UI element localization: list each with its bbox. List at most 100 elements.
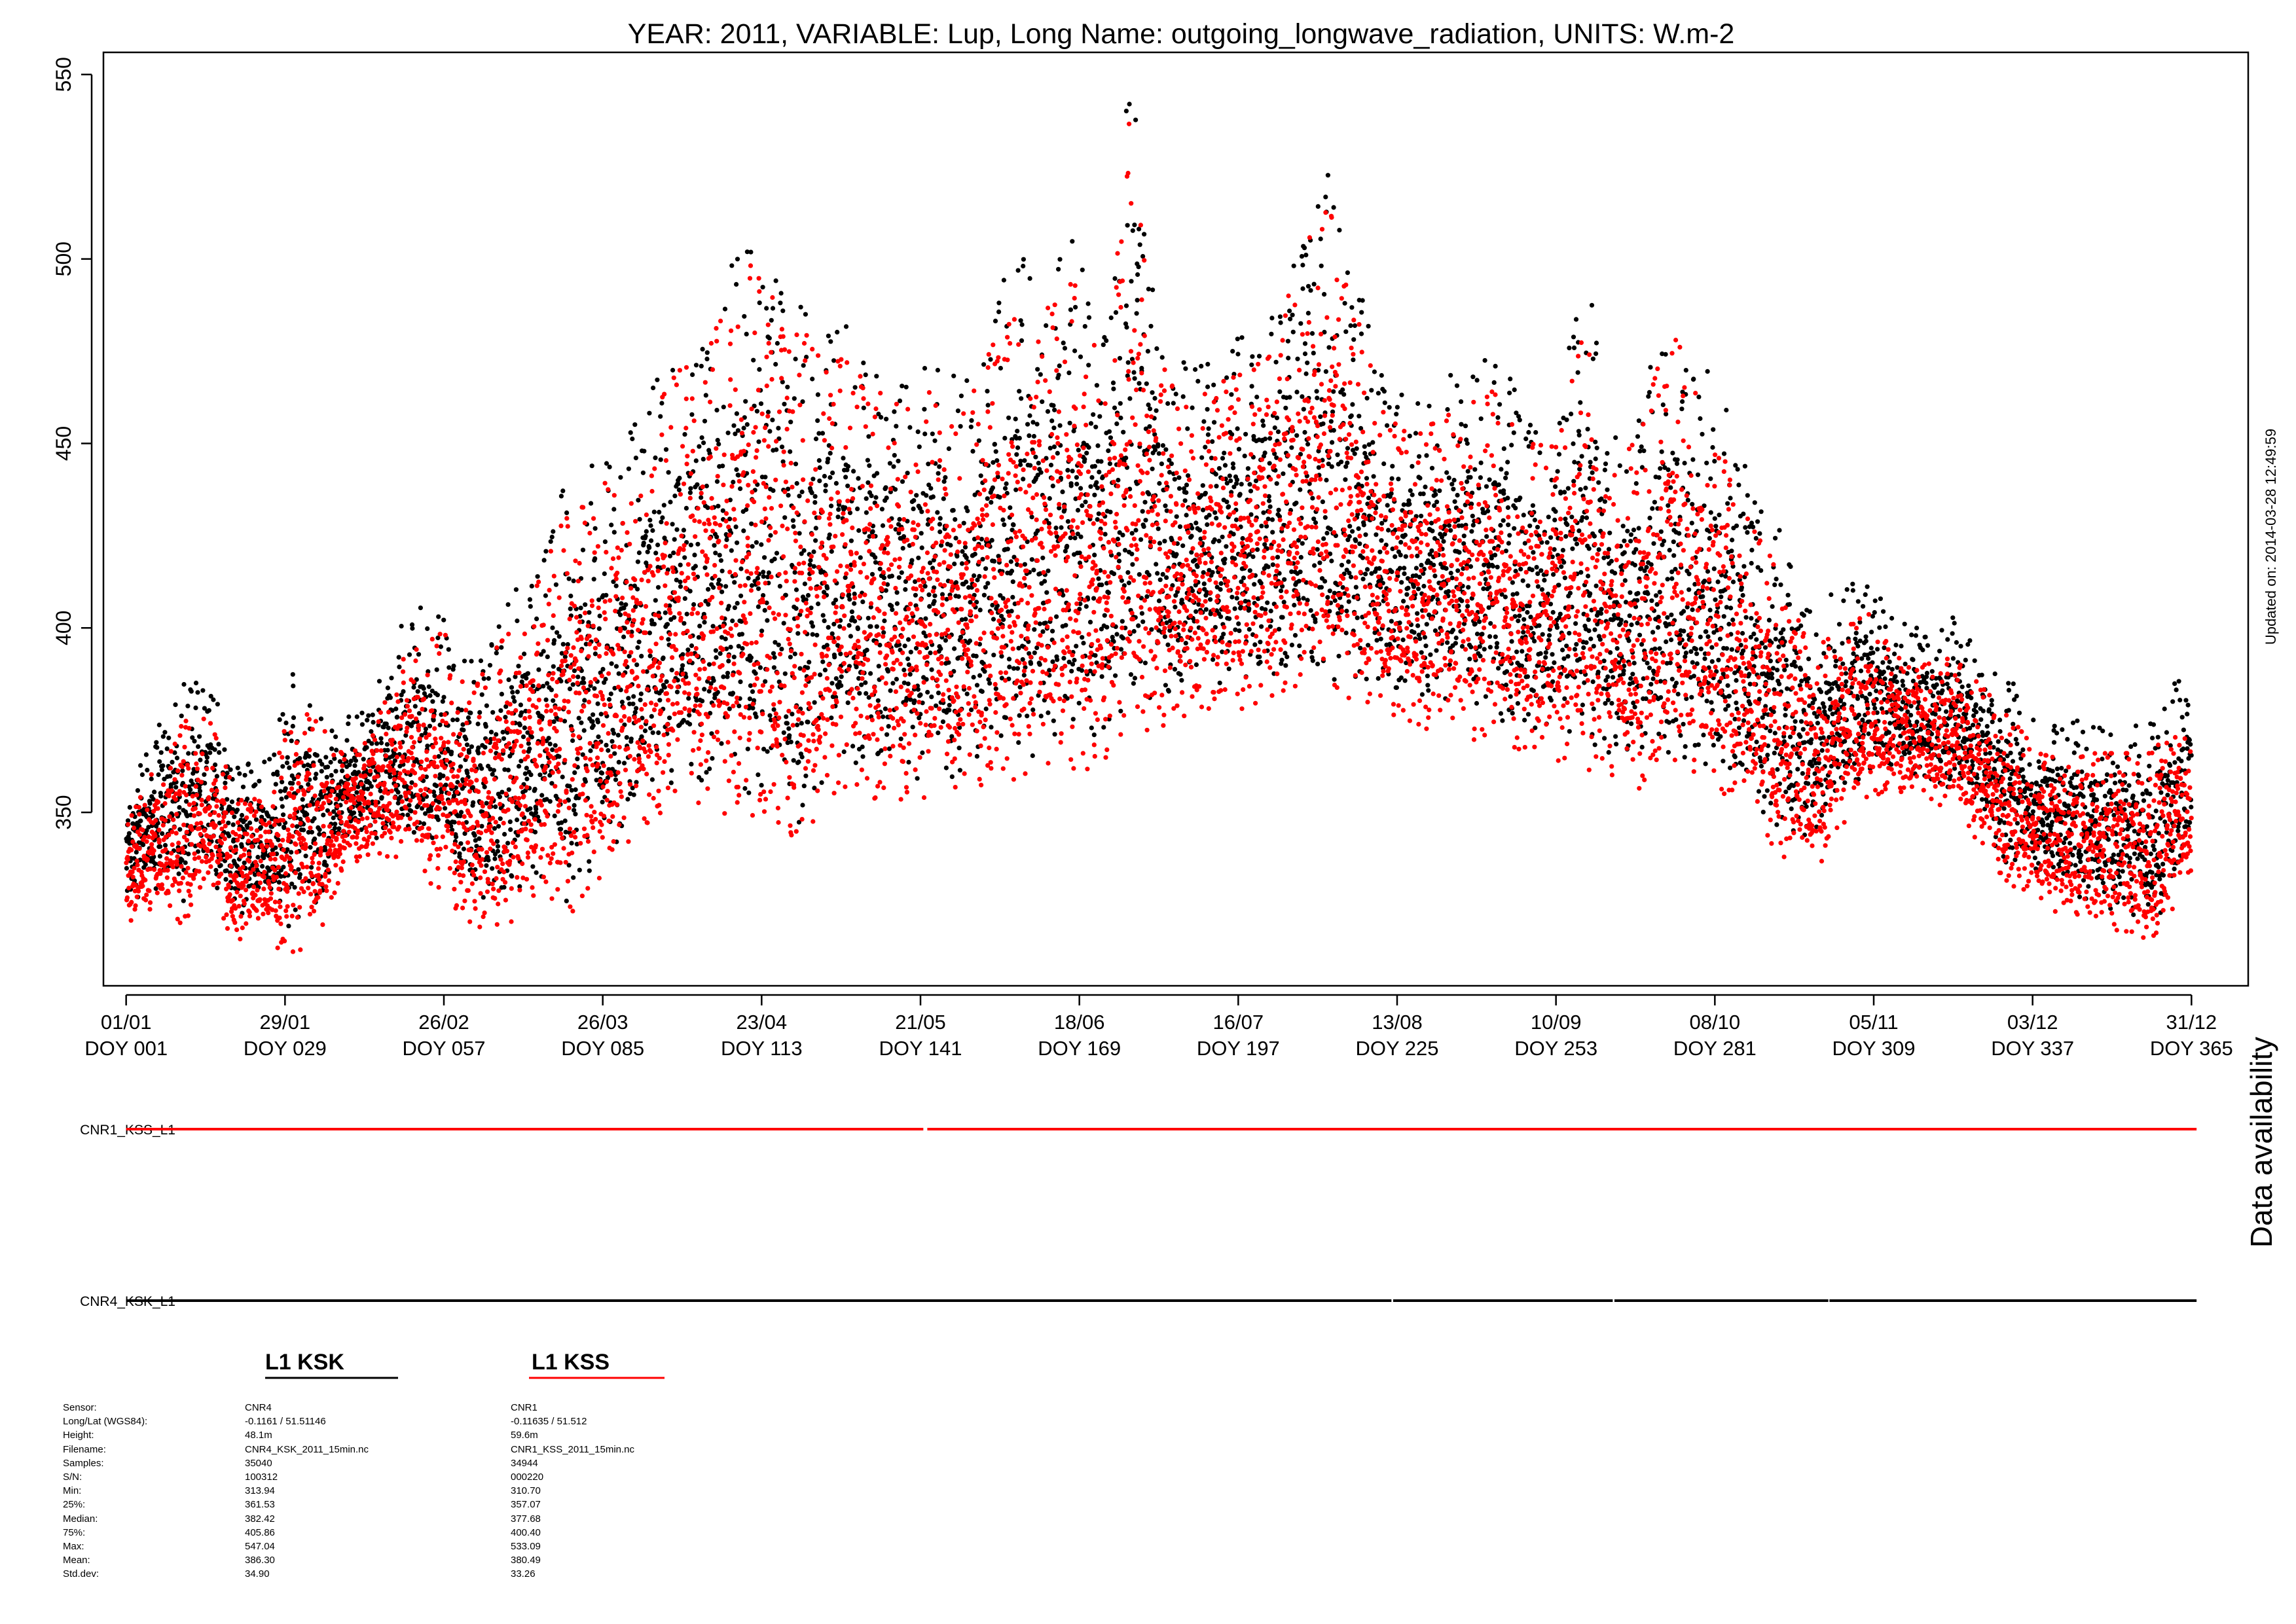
data-point — [1552, 517, 1558, 523]
data-point — [1584, 515, 1590, 520]
data-point — [1096, 576, 1101, 581]
data-point — [583, 641, 589, 647]
data-point — [484, 703, 490, 708]
data-point — [665, 622, 670, 627]
data-point — [772, 556, 777, 562]
data-point — [1376, 676, 1381, 681]
data-point — [1361, 522, 1366, 528]
data-point — [1154, 562, 1159, 567]
data-point — [922, 406, 927, 412]
data-point — [1389, 476, 1394, 481]
data-point — [1386, 528, 1391, 533]
data-point — [139, 772, 145, 778]
data-point — [873, 560, 879, 565]
data-point — [1283, 663, 1288, 668]
data-point — [301, 827, 306, 833]
data-point — [1065, 519, 1070, 524]
data-point — [1300, 262, 1305, 268]
data-point — [671, 550, 676, 556]
data-point — [516, 664, 521, 669]
data-point — [1385, 423, 1390, 428]
data-point — [217, 750, 222, 755]
data-point — [1455, 492, 1460, 498]
data-point — [1421, 491, 1426, 497]
data-point — [951, 508, 956, 513]
data-point — [1398, 675, 1404, 680]
data-point — [678, 579, 683, 585]
data-point — [1155, 571, 1160, 576]
data-point — [1419, 513, 1424, 518]
data-point — [1428, 652, 1433, 657]
data-point — [1166, 689, 1171, 694]
data-point — [902, 667, 907, 673]
data-point — [306, 782, 311, 787]
data-point — [438, 644, 444, 649]
data-point — [1249, 362, 1254, 367]
data-point — [384, 721, 389, 727]
data-point — [280, 780, 285, 785]
data-point — [793, 587, 799, 592]
data-point — [907, 425, 913, 430]
data-point — [166, 735, 172, 740]
data-point — [683, 505, 689, 511]
data-point — [158, 793, 164, 799]
data-point — [1571, 345, 1577, 351]
data-point — [875, 698, 881, 703]
data-point — [607, 464, 612, 470]
data-point — [1276, 507, 1281, 513]
data-point — [291, 776, 297, 782]
data-point — [176, 871, 181, 876]
data-point — [197, 788, 203, 793]
data-point — [974, 753, 979, 759]
data-point — [1220, 534, 1225, 539]
data-point — [192, 738, 197, 744]
data-point — [826, 456, 831, 461]
data-point — [676, 481, 681, 486]
data-point — [1450, 627, 1455, 633]
data-point — [1590, 356, 1595, 361]
data-point — [1322, 292, 1327, 297]
data-point — [600, 666, 606, 672]
data-point — [518, 702, 524, 708]
data-point — [1454, 383, 1460, 388]
data-point — [1327, 588, 1332, 594]
data-point — [1510, 580, 1515, 585]
data-point — [1495, 564, 1500, 569]
data-point — [509, 685, 515, 690]
data-point — [147, 801, 153, 806]
data-point — [1277, 626, 1282, 632]
data-point — [1070, 717, 1076, 722]
data-point — [1094, 383, 1099, 388]
data-point — [361, 757, 366, 762]
data-point — [1539, 587, 1544, 592]
data-point — [812, 500, 818, 505]
data-point — [572, 803, 577, 808]
data-point — [1364, 676, 1369, 681]
data-point — [1573, 536, 1578, 541]
data-point — [660, 515, 665, 520]
data-point — [795, 722, 800, 728]
data-point — [826, 333, 831, 338]
data-point — [1132, 223, 1137, 228]
data-point — [905, 637, 911, 642]
data-point — [1239, 335, 1245, 340]
data-point — [1548, 698, 1554, 703]
data-point — [502, 831, 507, 837]
data-point — [389, 676, 394, 681]
data-point — [479, 692, 484, 697]
data-point — [581, 728, 587, 733]
data-point — [1008, 559, 1013, 564]
data-point — [1328, 419, 1334, 424]
data-point — [1487, 645, 1493, 650]
data-point — [429, 689, 435, 694]
data-point — [1364, 395, 1370, 401]
data-point — [971, 675, 976, 680]
data-point — [1108, 509, 1113, 514]
data-point — [1052, 732, 1057, 737]
data-point — [1425, 683, 1430, 688]
data-point — [160, 734, 166, 739]
data-point — [1596, 547, 1601, 552]
data-point — [1120, 636, 1125, 641]
data-point — [457, 851, 462, 856]
data-point — [395, 714, 400, 719]
